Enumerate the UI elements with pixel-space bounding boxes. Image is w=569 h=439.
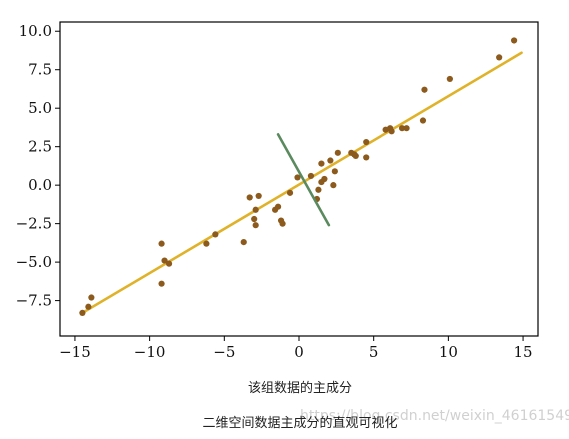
x-tick-label: 10 xyxy=(439,343,458,361)
data-point xyxy=(419,117,427,124)
data-point xyxy=(327,157,334,164)
plot-area: −15 −10 −5 0 5 10 15 −7.5 −5.0 −2.5 0.0 2.5 5.0 7.5 10… xyxy=(16,21,539,361)
data-point xyxy=(79,309,86,317)
data-point xyxy=(294,174,301,181)
data-point xyxy=(352,152,359,160)
data-point xyxy=(307,172,315,180)
data-point xyxy=(286,189,294,196)
x-axis-label: 该组数据的主成分 xyxy=(247,381,352,396)
data-point xyxy=(85,303,92,310)
data-point xyxy=(203,240,210,247)
data-point xyxy=(252,206,259,213)
data-point xyxy=(158,240,165,247)
data-point xyxy=(421,86,428,93)
y-tick-label: 7.5 xyxy=(28,61,52,79)
data-point xyxy=(279,220,286,227)
y-tick-label: 5.0 xyxy=(28,99,52,117)
data-point xyxy=(334,149,341,156)
x-tick-label: 0 xyxy=(294,343,304,361)
data-point xyxy=(398,125,406,132)
secondary-axis-line xyxy=(276,133,331,227)
data-point xyxy=(88,294,95,301)
data-point xyxy=(252,222,259,229)
figure-caption: 二维空间数据主成分的直观可视化 xyxy=(202,416,398,431)
data-point xyxy=(446,75,453,83)
x-tick-label: −5 xyxy=(213,343,235,361)
data-point xyxy=(321,175,328,183)
y-tick-label: 2.5 xyxy=(28,138,52,156)
plot-frame xyxy=(59,21,539,337)
data-point xyxy=(496,54,503,61)
data-point xyxy=(403,125,410,132)
data-point xyxy=(274,203,282,210)
x-tick-label: −10 xyxy=(134,343,166,361)
data-point xyxy=(255,192,262,200)
data-point xyxy=(510,37,518,44)
y-tick-label: −2.5 xyxy=(16,215,52,233)
data-point xyxy=(363,138,370,146)
data-point xyxy=(318,160,325,167)
data-point xyxy=(331,168,338,175)
data-point xyxy=(212,231,219,238)
watermark: https://blog.csdn.net/weixin_46161549 xyxy=(300,408,569,424)
data-point xyxy=(363,154,370,161)
data-point xyxy=(330,182,337,189)
data-point xyxy=(240,239,247,246)
x-tick-label: 15 xyxy=(514,343,533,361)
data-point xyxy=(158,280,165,287)
data-point xyxy=(161,257,168,264)
data-point xyxy=(315,186,322,193)
y-tick-label: 10.0 xyxy=(19,22,52,40)
data-point xyxy=(246,194,253,201)
x-tick-label: 5 xyxy=(369,343,379,361)
principal-axis-line xyxy=(81,51,523,315)
y-tick-label: −5.0 xyxy=(16,253,52,271)
x-tick-label: −15 xyxy=(59,343,91,361)
data-point xyxy=(251,215,258,223)
data-point xyxy=(165,260,173,267)
y-tick-label: −7.5 xyxy=(16,292,52,310)
y-tick-label: 0.0 xyxy=(28,176,52,194)
data-point xyxy=(388,128,395,135)
